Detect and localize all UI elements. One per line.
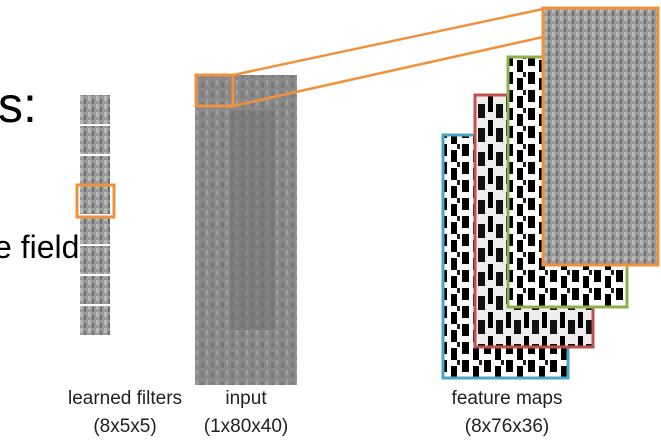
- figure: s: e fields learned filters (8x5x5) inpu…: [0, 0, 661, 447]
- input-title: input: [225, 388, 267, 409]
- input-size: (1x80x40): [204, 416, 289, 437]
- filter-strip: [77, 95, 114, 335]
- maps-title: feature maps: [452, 388, 563, 409]
- heading-fragment: s:: [0, 77, 37, 133]
- filters-title: learned filters: [68, 388, 182, 409]
- filters-size: (8x5x5): [93, 416, 156, 437]
- maps-size: (8x76x36): [465, 416, 550, 437]
- feature-maps: [443, 8, 658, 378]
